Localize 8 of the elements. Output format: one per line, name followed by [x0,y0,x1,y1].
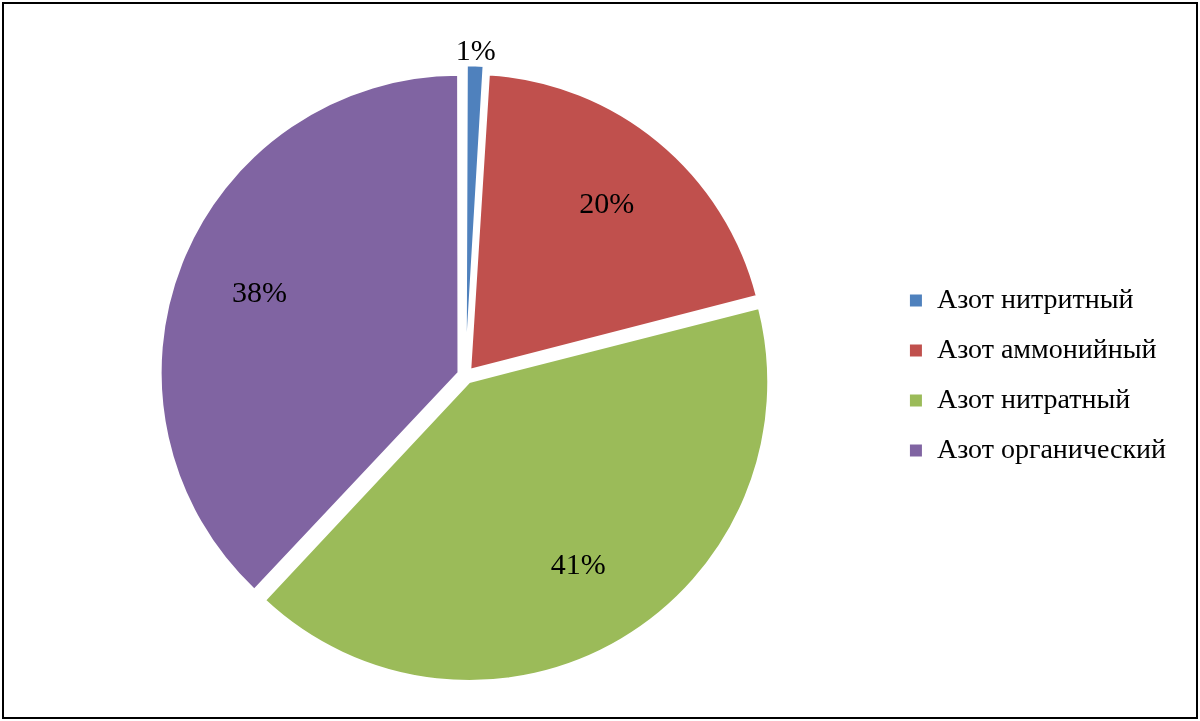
data-label: 20% [579,185,635,219]
data-label: 41% [550,547,606,581]
legend-label: Азот органический [936,432,1167,464]
legend-label: Азот аммонийный [936,332,1157,364]
data-label: 38% [231,274,287,308]
legend-label: Азот нитритный [936,282,1134,314]
legend-label: Азот нитратный [936,382,1131,414]
data-label: 1% [455,33,496,67]
